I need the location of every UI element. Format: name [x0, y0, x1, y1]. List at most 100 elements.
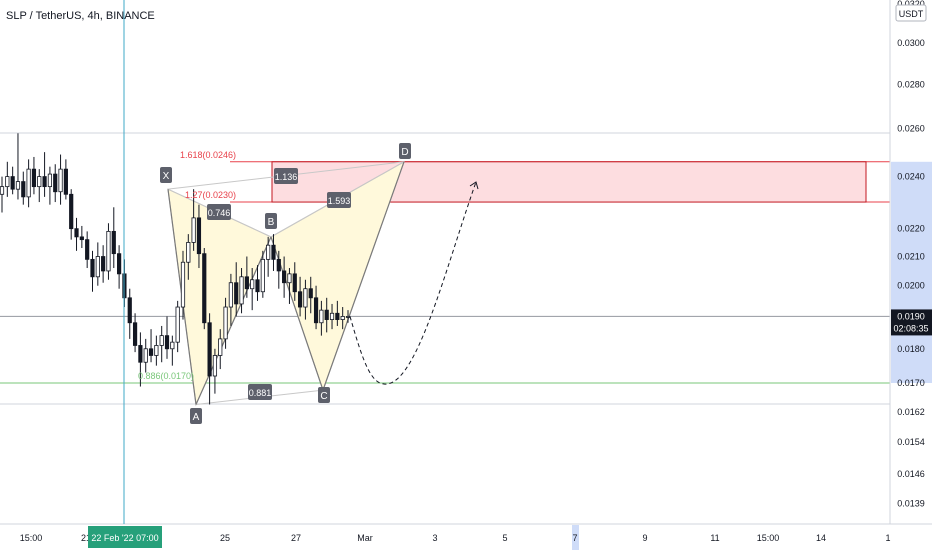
projection-arrowhead	[469, 181, 479, 190]
time-axis-highlight	[572, 525, 579, 550]
candle-body	[53, 173, 58, 193]
point-label-a: A	[193, 412, 200, 423]
candle-body	[170, 341, 175, 350]
candle-body	[255, 279, 260, 293]
point-label-d: D	[401, 147, 408, 158]
candle-body	[202, 253, 207, 324]
candle-body	[212, 355, 218, 377]
pattern-leg	[322, 161, 405, 391]
currency-label[interactable]: USDT	[899, 9, 924, 19]
candle-body	[297, 291, 303, 308]
candle-body	[196, 217, 202, 255]
candle-body	[180, 261, 186, 308]
candle-body	[111, 230, 116, 255]
time-tick-label: 3	[432, 533, 437, 543]
candle-body	[21, 181, 26, 198]
time-tick-label: 11	[710, 533, 719, 543]
candle-body	[260, 258, 265, 293]
price-axis[interactable]: 0.0320USDT0.03000.02800.02600.02400.0220…	[889, 0, 932, 524]
time-tick-label: Mar	[357, 533, 373, 543]
ratio-label: 0.881	[249, 388, 272, 398]
price-tick-label: 0.0260	[897, 124, 925, 134]
time-tick-label: 5	[502, 533, 507, 543]
candle-body	[319, 309, 324, 324]
candle-body	[85, 239, 90, 260]
price-tick-label: 0.0240	[897, 172, 925, 182]
currency-selector	[895, 4, 927, 22]
crosshair-time-badge	[88, 526, 162, 548]
price-tick-label: 0.0180	[897, 344, 925, 354]
candle-body	[47, 173, 53, 188]
candle-body	[63, 168, 68, 195]
fib-level-label: 1.27(0.0230)	[185, 190, 236, 200]
point-label-badge	[318, 387, 330, 403]
candle-body	[175, 306, 180, 343]
time-tick-label: 14	[816, 533, 826, 543]
candle-body	[223, 306, 228, 340]
candle-body	[95, 256, 100, 278]
symbol-title: SLP / TetherUS, 4h, BINANCE	[6, 10, 155, 22]
price-tick-label: 0.0280	[897, 79, 925, 89]
ratio-label: 1.593	[328, 196, 351, 206]
last-price-label: 0.0190	[897, 311, 925, 321]
time-tick-label: 21	[81, 533, 91, 543]
candle-body	[266, 244, 271, 260]
candle-body	[154, 345, 159, 356]
candle-body	[15, 181, 21, 190]
time-tick-label: 1	[885, 533, 890, 543]
candle-body	[10, 176, 15, 190]
point-label-c: C	[320, 391, 327, 402]
projection-curve	[349, 181, 477, 385]
time-tick-label: 7	[572, 533, 577, 543]
candle-body	[164, 335, 170, 350]
countdown-label: 02:08:35	[893, 323, 928, 333]
candle-body	[228, 282, 233, 308]
candle-body	[79, 236, 84, 241]
candle-body	[5, 176, 10, 188]
time-tick-label: 9	[642, 533, 647, 543]
ratio-badge	[207, 204, 231, 220]
candle-body	[239, 276, 244, 305]
time-tick-label: 15:00	[20, 533, 43, 543]
candle-body	[186, 242, 191, 263]
fib-level-label: 0.886(0.0170)	[138, 371, 194, 381]
candle-body	[308, 288, 313, 299]
candle-body	[313, 297, 319, 324]
candle-body	[42, 176, 47, 188]
candle-body	[132, 322, 138, 346]
ratio-badge	[274, 168, 298, 184]
fib-level-label: 1.618(0.0246)	[180, 150, 236, 160]
candle-body	[191, 217, 196, 243]
ratio-badge	[248, 384, 272, 400]
candle-body	[101, 256, 106, 272]
candle-body	[282, 270, 287, 284]
point-label-badge	[265, 213, 277, 229]
candle-body	[69, 193, 74, 230]
candle-body	[148, 348, 154, 356]
candle-body	[271, 244, 276, 260]
point-label-badge	[399, 143, 411, 159]
candle-body	[207, 322, 212, 377]
pattern-labels: 1.618(0.0246) 1.27(0.0230) 0.886(0.0170) X A…	[138, 143, 411, 424]
candle-body	[324, 309, 329, 320]
candle-body	[0, 186, 5, 195]
price-tick-label: 0.0300	[897, 38, 925, 48]
crosshair-time-label: 22 Feb '22 07:00	[91, 533, 158, 543]
candle-body	[143, 348, 148, 363]
candle-body	[234, 282, 239, 305]
candle-body	[90, 258, 95, 278]
candle-body	[250, 279, 255, 290]
price-tick-label: 0.0139	[897, 499, 925, 509]
candle-body	[244, 276, 249, 290]
candle-body	[159, 335, 164, 346]
price-tick-label: 0.0162	[897, 407, 925, 417]
candle-body	[31, 168, 37, 188]
candle-body	[292, 273, 297, 293]
candle-body	[340, 316, 345, 320]
projection-path	[349, 181, 479, 385]
candle-body	[276, 258, 281, 272]
price-tick-label: 0.0210	[897, 252, 925, 262]
ratio-label: 0.746	[208, 208, 231, 218]
time-axis[interactable]: 15:00 21 25 27 Mar 3 5 7 9 11 15:00 14 1 22 Feb '22 0…	[0, 523, 932, 550]
